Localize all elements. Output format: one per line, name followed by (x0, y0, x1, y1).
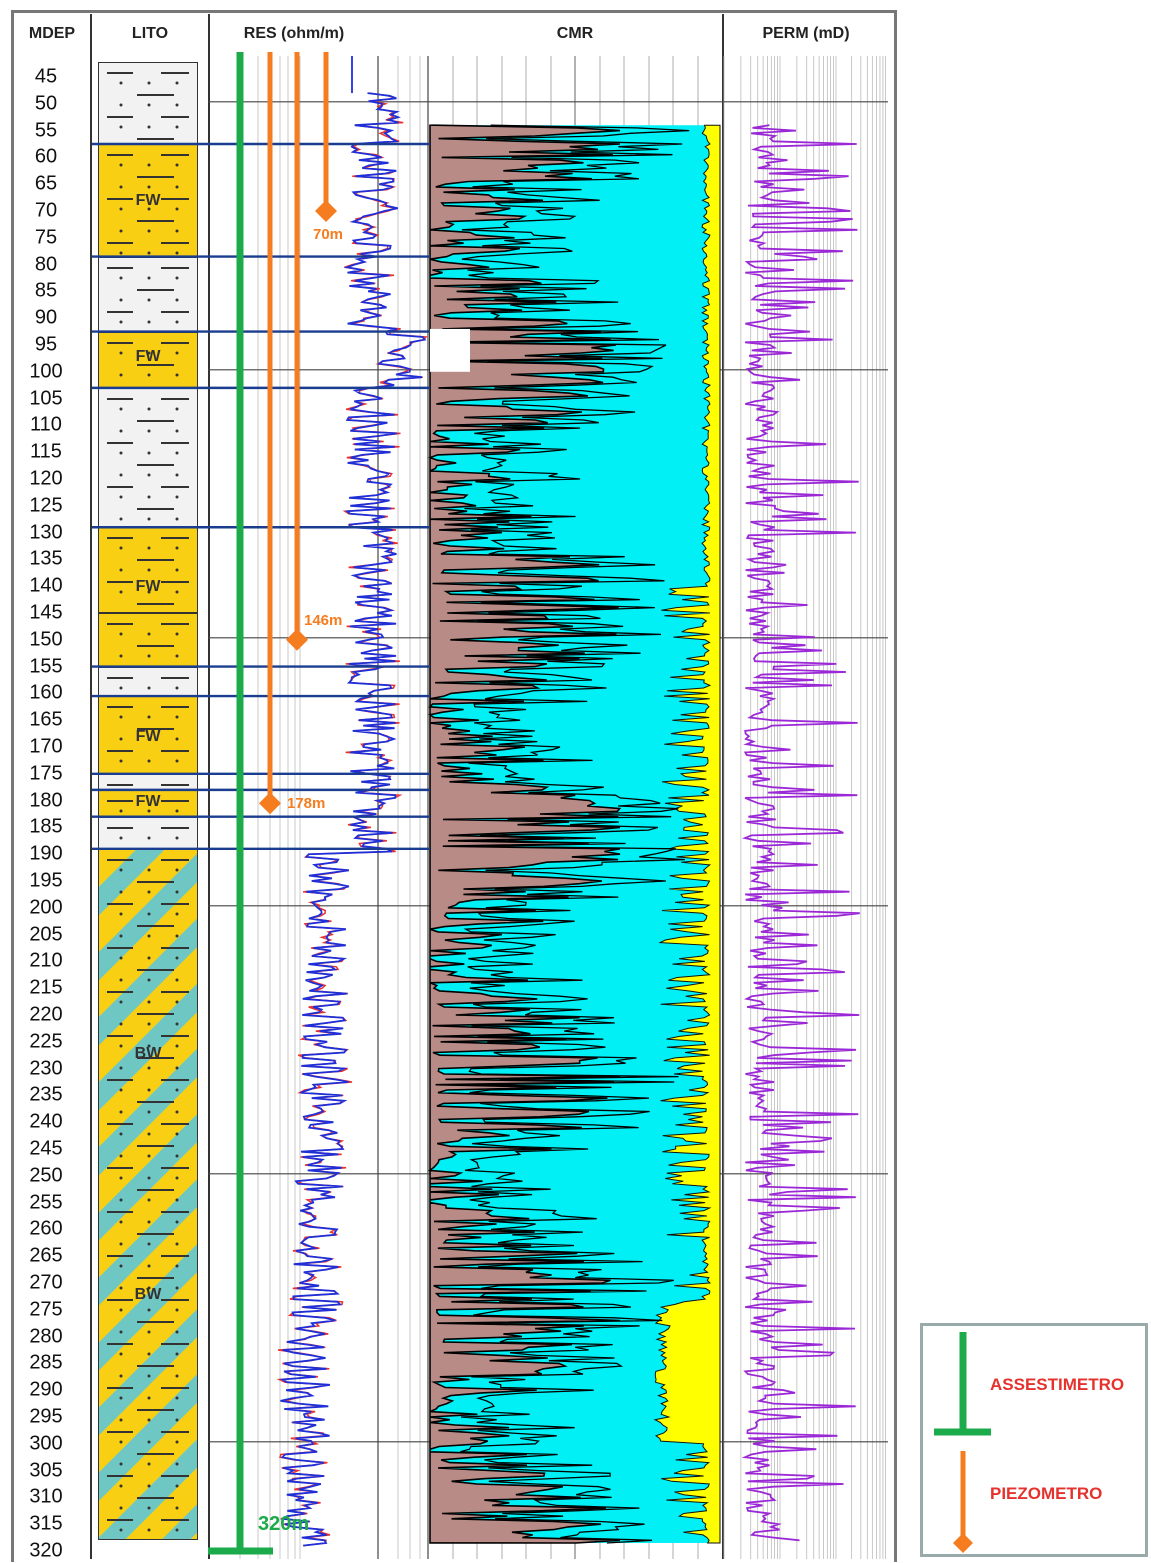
piezometer-label-3: 178m (287, 795, 325, 812)
perm-curve (745, 125, 860, 1540)
assestimetro-depth-label: 320m (258, 1513, 309, 1536)
piezometer-label-2: 146m (304, 612, 342, 629)
piezometer-diamond (286, 629, 308, 651)
piezometer-diamond (259, 792, 281, 814)
piezometro-symbol-diamond (953, 1533, 973, 1553)
legend-box: ASSESTIMETRO PIEZOMETRO (920, 1323, 1148, 1557)
legend-assestimetro-label: ASSESTIMETRO (990, 1375, 1124, 1395)
res-curve-blue (281, 93, 425, 1546)
cmr-white-gap (430, 329, 470, 372)
piezometer-diamond (315, 200, 337, 222)
legend-symbols (923, 1326, 1151, 1560)
legend-piezometro-label: PIEZOMETRO (990, 1484, 1102, 1504)
piezometer-label-1: 70m (313, 226, 343, 243)
